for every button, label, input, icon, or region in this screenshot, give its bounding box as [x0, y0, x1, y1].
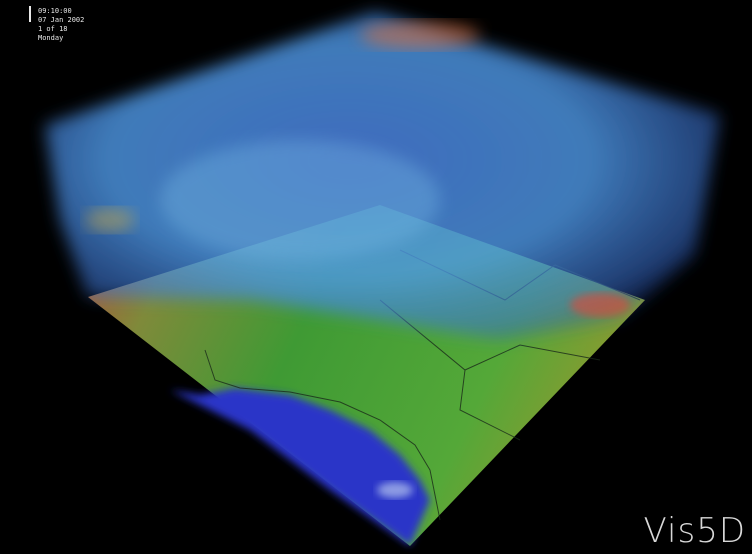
step-label: 1 of 18	[38, 25, 68, 33]
time-label: 09:10:00	[38, 7, 72, 15]
weekday-label: Monday	[38, 34, 63, 42]
logo: Vis5D	[644, 511, 746, 551]
cloud-highlight	[160, 140, 440, 260]
hotspot	[570, 293, 630, 317]
hotspot	[85, 208, 135, 232]
date-label: 07 Jan 2002	[38, 16, 84, 24]
page: {"overlay": {"time": "09:10:00", "date":…	[0, 0, 752, 554]
hotspot	[360, 21, 480, 49]
ocean-highlight	[377, 482, 413, 498]
time-slider	[29, 6, 31, 22]
viewport: 09:10:00 07 Jan 2002 1 of 18 Monday Vis5…	[0, 0, 752, 554]
